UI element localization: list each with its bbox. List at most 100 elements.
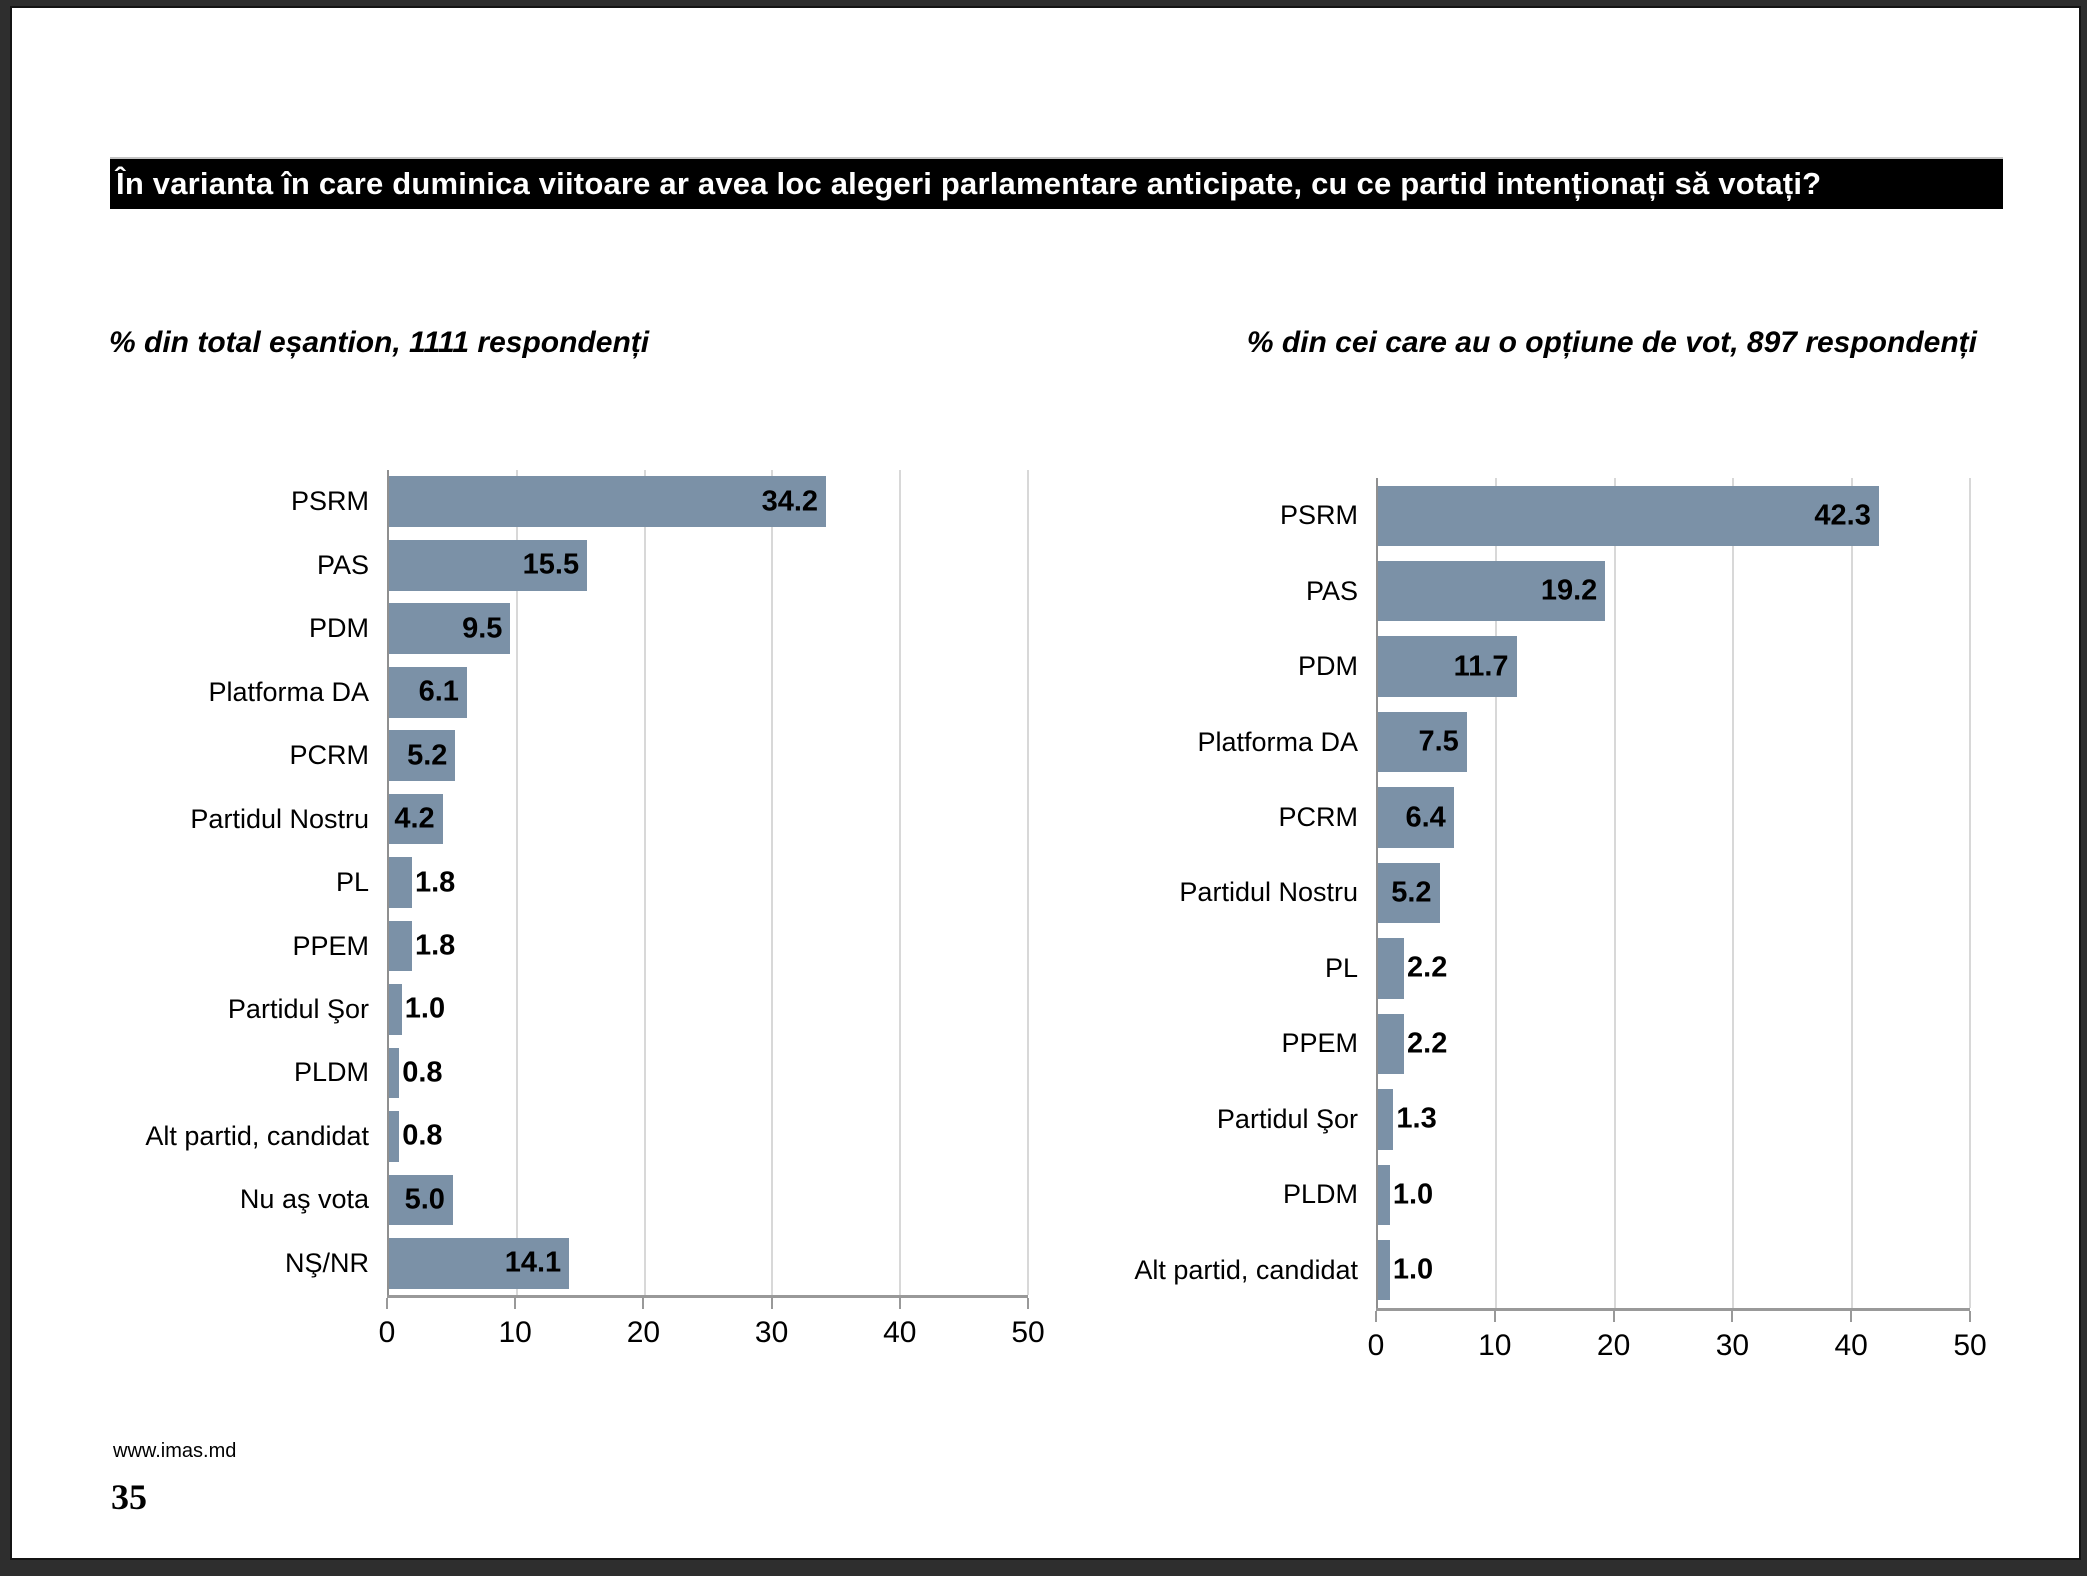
bar-row: 1.8 xyxy=(389,851,1028,914)
axis-tick-label: 20 xyxy=(1596,1329,1631,1362)
bar xyxy=(389,1111,400,1162)
axis-tick-label: 20 xyxy=(626,1316,661,1349)
category-label: PAS xyxy=(316,549,369,580)
category-label: Partidul Nostru xyxy=(1179,877,1358,908)
x-axis: 0 10 20 30 40 50 xyxy=(1368,1308,1987,1378)
axis-tick xyxy=(1493,1311,1496,1322)
chart-total-sample: PSRM PAS PDM Platforma DA PCRM Partidul Nostr… xyxy=(85,470,1045,1365)
gridline xyxy=(515,470,518,1295)
category-label: PSRM xyxy=(1279,500,1358,531)
value-label: 1.0 xyxy=(1392,1253,1434,1286)
bar-row: 2.2 xyxy=(1378,1006,1970,1081)
value-label: 1.8 xyxy=(415,866,456,899)
bar-row: 14.1 xyxy=(389,1232,1028,1295)
category-label: PCRM xyxy=(289,740,370,771)
axis-tick-label: 40 xyxy=(883,1316,917,1349)
category-label: Partidul Nostru xyxy=(190,803,369,834)
bar xyxy=(1378,560,1606,622)
category-label: PDM xyxy=(309,613,369,644)
axis-tick-label: 50 xyxy=(1011,1316,1045,1349)
value-label: 14.1 xyxy=(504,1246,562,1279)
chart-vote-option: PSRM PAS PDM Platforma DA PCRM Partidul Nostr… xyxy=(1074,478,1987,1378)
value-label: 7.5 xyxy=(1418,725,1459,758)
bar xyxy=(389,666,467,718)
gridline xyxy=(1850,478,1853,1308)
bar xyxy=(1378,1089,1394,1150)
axis-tick xyxy=(1850,1311,1853,1322)
bar xyxy=(389,476,827,528)
axis-tick-label: 0 xyxy=(378,1316,396,1349)
bar-row: 1.0 xyxy=(389,978,1028,1041)
category-label: Partidul Şor xyxy=(227,993,369,1024)
value-label: 0.8 xyxy=(402,1056,443,1089)
bar xyxy=(389,1047,400,1099)
category-label: PL xyxy=(335,867,369,898)
question-title-bar: În varianta în care duminica viitoare ar… xyxy=(110,157,2003,209)
value-label: 11.7 xyxy=(1453,650,1509,683)
value-label: 5.2 xyxy=(407,739,448,772)
axis-tick-label: 10 xyxy=(498,1316,532,1349)
bar xyxy=(389,1237,570,1289)
value-label: 34.2 xyxy=(761,485,819,518)
value-label: 4.2 xyxy=(394,802,435,835)
bar xyxy=(389,730,456,781)
bar-row: 5.0 xyxy=(389,1168,1028,1231)
axis-tick xyxy=(514,1298,517,1309)
bar xyxy=(1378,1240,1390,1301)
category-label: PPEM xyxy=(292,930,369,961)
axis-tick xyxy=(1969,1311,1971,1322)
axis-tick xyxy=(898,1298,901,1309)
axis-tick xyxy=(386,1298,388,1309)
gridline xyxy=(1613,478,1616,1308)
bar-row: 2.2 xyxy=(1378,931,1970,1006)
value-label: 1.3 xyxy=(1396,1102,1437,1135)
value-label: 15.5 xyxy=(522,548,580,581)
bar xyxy=(1378,485,1879,546)
bar-row: 1.8 xyxy=(389,914,1028,977)
page-number: 35 xyxy=(111,1477,147,1517)
bar xyxy=(1378,1164,1390,1225)
bar xyxy=(1378,1013,1405,1075)
bar-row: 5.2 xyxy=(389,724,1028,787)
category-label: PCRM xyxy=(1278,802,1359,833)
plot-area: 34.2 15.5 9.5 6.1 5.2 4.2 1.8 1.8 1.0 0.8 0.8 5.0 14… xyxy=(387,470,1029,1295)
gridline xyxy=(899,470,902,1295)
bar-row: 19.2 xyxy=(1378,553,1970,628)
bar-row: 0.8 xyxy=(389,1105,1028,1168)
gridline xyxy=(1027,470,1029,1295)
category-label: Nu aş vota xyxy=(239,1184,369,1215)
axis-tick xyxy=(1027,1298,1029,1309)
value-label: 42.3 xyxy=(1814,499,1871,532)
axis-tick xyxy=(642,1298,645,1309)
bar xyxy=(1378,711,1467,773)
gridline xyxy=(771,470,774,1295)
axis-tick xyxy=(770,1298,773,1309)
question-title: În varianta în care duminica viitoare ar… xyxy=(116,166,1822,201)
value-label: 5.2 xyxy=(1391,876,1432,909)
bar xyxy=(389,793,443,845)
value-label: 1.0 xyxy=(404,992,446,1025)
axis-tick xyxy=(1375,1311,1377,1322)
chart-body: PSRM PAS PDM Platforma DA PCRM Partidul Nostr… xyxy=(85,470,1029,1295)
axis-tick-label: 40 xyxy=(1834,1329,1868,1362)
gridline xyxy=(1732,478,1735,1308)
bar-row: 1.0 xyxy=(1378,1233,1970,1308)
value-label: 1.0 xyxy=(1392,1178,1434,1211)
bar-row: 1.0 xyxy=(1378,1157,1970,1232)
axis-tick-label: 10 xyxy=(1478,1329,1512,1362)
value-label: 5.0 xyxy=(404,1183,445,1216)
bar-row: 4.2 xyxy=(389,787,1028,850)
gridline xyxy=(643,470,646,1295)
category-label: Platforma DA xyxy=(1197,726,1358,757)
bar xyxy=(389,1174,453,1226)
category-label: Partidul Şor xyxy=(1216,1103,1358,1134)
bar xyxy=(1378,636,1517,697)
value-label: 2.2 xyxy=(1407,951,1448,984)
category-label: Alt partid, candidat xyxy=(1134,1254,1358,1285)
bar-row: 6.4 xyxy=(1378,780,1970,855)
value-label: 19.2 xyxy=(1540,574,1598,607)
bar-row: 34.2 xyxy=(389,470,1028,533)
gridline xyxy=(1969,478,1971,1308)
category-label: PL xyxy=(1324,952,1358,983)
